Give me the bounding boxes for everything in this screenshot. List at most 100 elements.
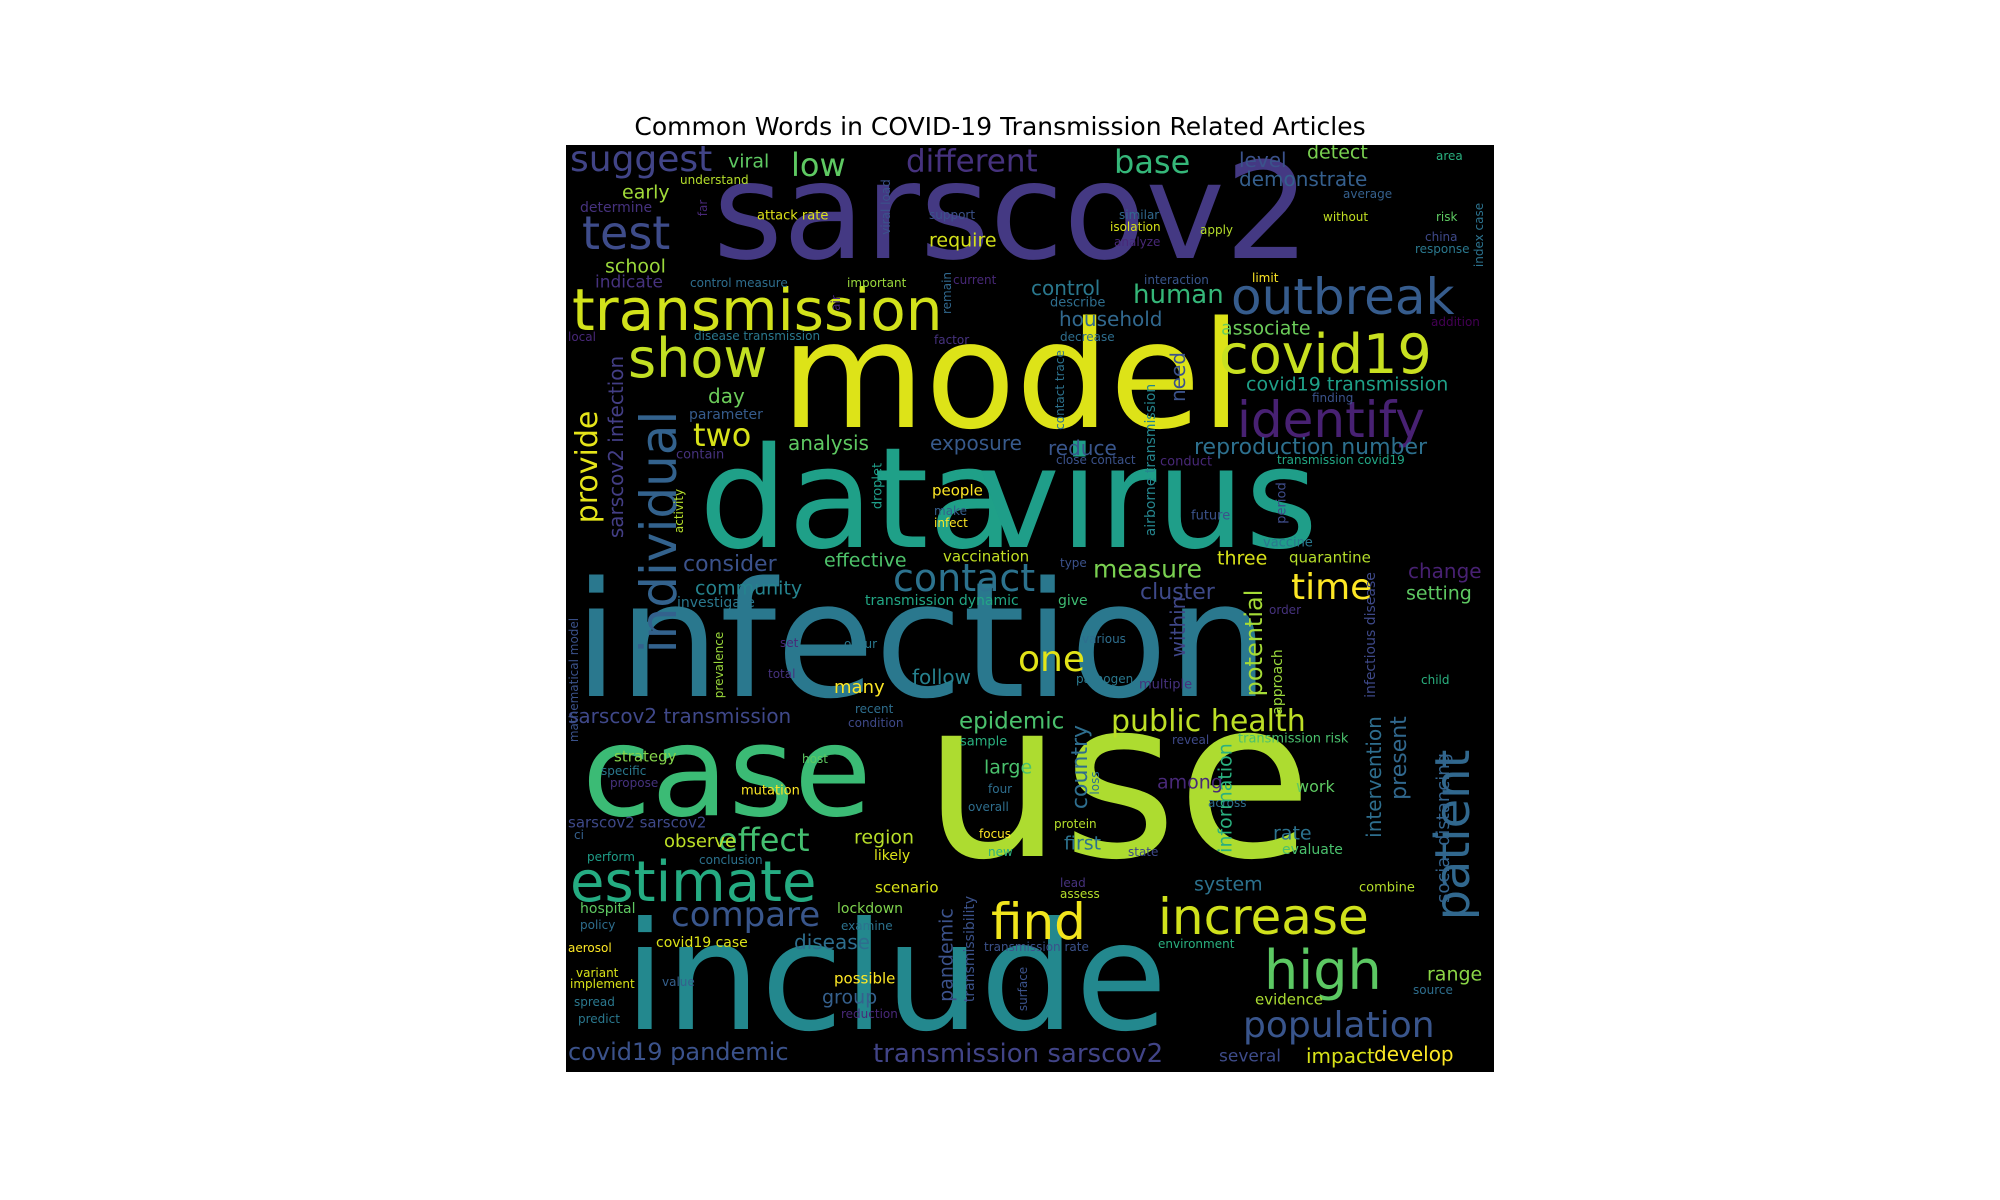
cloud-word-vertical: need (1166, 352, 1190, 402)
cloud-word: test (582, 206, 671, 260)
cloud-word: propose (610, 776, 659, 790)
cloud-word: setting (1406, 582, 1472, 605)
cloud-word: aerosol (568, 941, 612, 955)
cloud-word: environment (1158, 937, 1235, 951)
cloud-word: control measure (690, 276, 788, 290)
cloud-word: various (1082, 632, 1126, 646)
cloud-word: evidence (1255, 990, 1324, 1009)
cloud-word-vertical: period (1274, 482, 1290, 524)
cloud-word: one (1018, 639, 1085, 680)
cloud-word: transmission dynamic (865, 593, 1019, 609)
cloud-word: occur (844, 637, 878, 651)
cloud-word: combine (1359, 880, 1415, 896)
cloud-word: strategy (614, 747, 677, 766)
cloud-word: group (822, 986, 878, 1009)
cloud-word: vaccine (1263, 535, 1313, 551)
cloud-word: lead (1060, 876, 1086, 890)
cloud-word: risk (1436, 210, 1458, 224)
cloud-word-vertical: droplet (870, 462, 886, 510)
cloud-word-vertical: within (1166, 596, 1190, 658)
cloud-word: apply (1200, 223, 1234, 237)
cloud-word: sarscov2 transmission (568, 704, 792, 728)
cloud-word: range (1427, 963, 1483, 986)
cloud-word: demonstrate (1239, 167, 1368, 191)
cloud-word: sarscov2 sarscov2 (568, 813, 707, 832)
cloud-word: model (781, 290, 1242, 462)
cloud-word: support (929, 208, 976, 222)
cloud-word: require (929, 229, 997, 252)
cloud-word: attack rate (757, 208, 829, 224)
cloud-word: develop (1374, 1042, 1454, 1066)
cloud-word: child (1421, 673, 1450, 687)
cloud-word: indicate (595, 272, 663, 293)
cloud-word-vertical: prevalence (712, 631, 726, 699)
cloud-word: set (780, 636, 799, 650)
cloud-word: base (1114, 145, 1191, 181)
word-cloud: sarscov2 model data virus infection case… (566, 145, 1494, 1072)
cloud-word: examine (841, 919, 893, 933)
cloud-word: virus (977, 418, 1318, 581)
cloud-word: control (1031, 276, 1101, 300)
cloud-word: vaccination (943, 547, 1030, 566)
cloud-word: covid19 case (656, 935, 748, 951)
cloud-word: overall (968, 800, 1009, 814)
cloud-word-vertical: far (696, 199, 710, 217)
cloud-word: people (932, 481, 983, 500)
cloud-word: multiple (1139, 677, 1193, 693)
cloud-word: lockdown (837, 901, 904, 917)
cloud-word: assess (1060, 887, 1100, 901)
cloud-word: type (1060, 556, 1087, 570)
cloud-word: response (1415, 242, 1470, 256)
cloud-word: transmission risk (1238, 731, 1349, 747)
cloud-word: total (768, 667, 796, 681)
cloud-word: identify (1237, 391, 1425, 449)
cloud-word: new (988, 845, 1013, 859)
cloud-word: increase (1158, 888, 1369, 946)
cloud-word: area (1436, 149, 1463, 163)
cloud-word: average (1343, 187, 1393, 201)
figure-title: Common Words in COVID-19 Transmission Re… (634, 112, 1366, 141)
cloud-word: large (984, 756, 1033, 779)
cloud-word: human (1133, 280, 1224, 310)
cloud-word: hospital (580, 901, 636, 917)
cloud-word: without (1323, 210, 1369, 224)
cloud-word: host (802, 752, 828, 766)
cloud-word: covid19 (1219, 323, 1432, 386)
cloud-word: conclusion (699, 853, 763, 867)
cloud-word: among (1157, 771, 1223, 794)
cloud-word: source (1413, 983, 1453, 997)
cloud-word: value (662, 975, 695, 989)
cloud-word: compare (671, 895, 821, 935)
cloud-word-vertical: contact trace (1053, 350, 1067, 430)
cloud-word: cluster (1140, 580, 1215, 605)
cloud-word: high (1264, 939, 1382, 1002)
cloud-word: data (699, 418, 1015, 581)
cloud-word: associate (1221, 317, 1311, 340)
cloud-word: reduction (841, 1007, 898, 1021)
cloud-word: similar (1119, 208, 1160, 222)
cloud-word: likely (874, 848, 911, 864)
cloud-word: addition (1431, 315, 1480, 329)
cloud-word: estimate (570, 850, 817, 915)
cloud-word: infect (934, 516, 968, 530)
cloud-word: ci (574, 828, 584, 842)
cloud-word: china (1425, 230, 1458, 244)
cloud-word: contain (676, 447, 725, 463)
cloud-word: covid19 transmission (1246, 373, 1449, 396)
cloud-word: implement (570, 977, 635, 991)
cloud-word-vertical: mathematical model (567, 617, 581, 743)
cloud-word: reveal (1172, 733, 1210, 747)
cloud-word: contact (893, 556, 1036, 600)
cloud-word: exposure (930, 431, 1022, 455)
cloud-word: time (1291, 567, 1373, 608)
cloud-word: measure (1093, 554, 1203, 584)
cloud-word: day (708, 384, 745, 408)
cloud-word: find (991, 893, 1086, 951)
cloud-word: sarscov2 (713, 145, 1311, 290)
cloud-word: across (1208, 796, 1247, 810)
cloud-word: system (1194, 873, 1263, 896)
cloud-word: many (834, 677, 885, 698)
cloud-word: pathogen (1076, 672, 1134, 686)
cloud-word: evaluate (1282, 842, 1343, 858)
cloud-word: covid19 pandemic (568, 1038, 789, 1066)
